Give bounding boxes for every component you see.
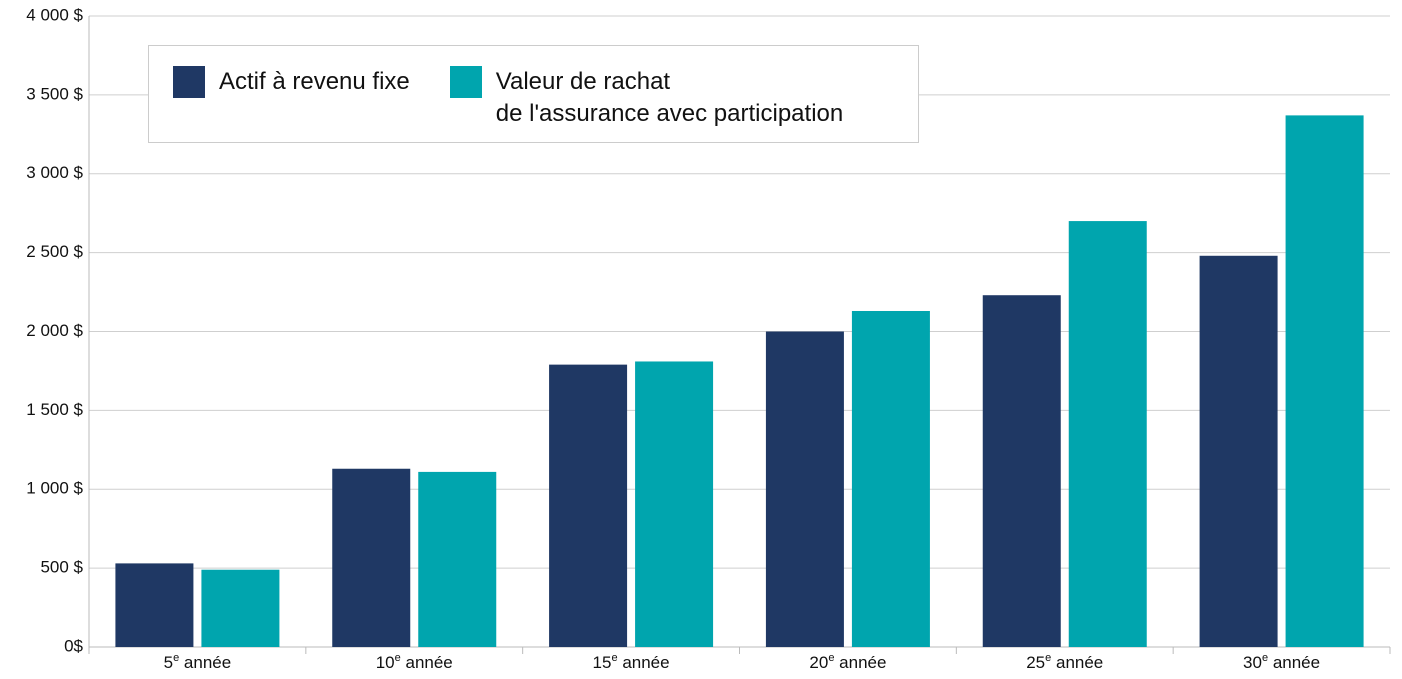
y-tick-label: 2 000 $ bbox=[26, 321, 83, 340]
x-tick-label: 25e année bbox=[1026, 652, 1103, 673]
bar bbox=[332, 468, 411, 647]
bar bbox=[765, 331, 844, 647]
bar bbox=[635, 361, 714, 647]
legend-label: Actif à revenu fixe bbox=[219, 68, 410, 95]
legend: Actif à revenu fixe Valeur de rachat de l… bbox=[148, 45, 919, 143]
legend-item: Valeur de rachat de l'assurance avec par… bbox=[449, 66, 844, 142]
bar bbox=[1068, 221, 1147, 647]
legend-label: Valeur de rachat de l'assurance avec par… bbox=[495, 68, 844, 127]
y-tick-label: 1 000 $ bbox=[26, 479, 83, 498]
bar bbox=[1199, 255, 1278, 647]
y-tick-label: 1 500 $ bbox=[26, 400, 83, 419]
x-tick-label: 15e année bbox=[593, 652, 670, 673]
y-tick-label: 0$ bbox=[64, 636, 83, 655]
y-tick-label: 2 500 $ bbox=[26, 242, 83, 261]
x-tick-label: 10e année bbox=[376, 652, 453, 673]
y-tick-label: 4 000 $ bbox=[26, 5, 83, 24]
bar bbox=[418, 471, 497, 647]
bar bbox=[982, 295, 1061, 647]
legend-swatch bbox=[449, 66, 482, 98]
x-tick-label: 5e année bbox=[164, 652, 232, 673]
bar bbox=[115, 563, 194, 647]
bar bbox=[549, 364, 628, 647]
bar bbox=[851, 310, 930, 647]
bar bbox=[201, 569, 280, 647]
y-tick-label: 3 500 $ bbox=[26, 84, 83, 103]
y-tick-label: 3 000 $ bbox=[26, 163, 83, 182]
x-tick-label: 30e année bbox=[1243, 652, 1320, 673]
bar bbox=[1285, 115, 1364, 647]
legend-swatch bbox=[173, 66, 205, 98]
x-tick-label: 20e année bbox=[809, 652, 886, 673]
y-tick-label: 500 $ bbox=[40, 558, 83, 577]
legend-item: Actif à revenu fixe bbox=[173, 66, 410, 142]
